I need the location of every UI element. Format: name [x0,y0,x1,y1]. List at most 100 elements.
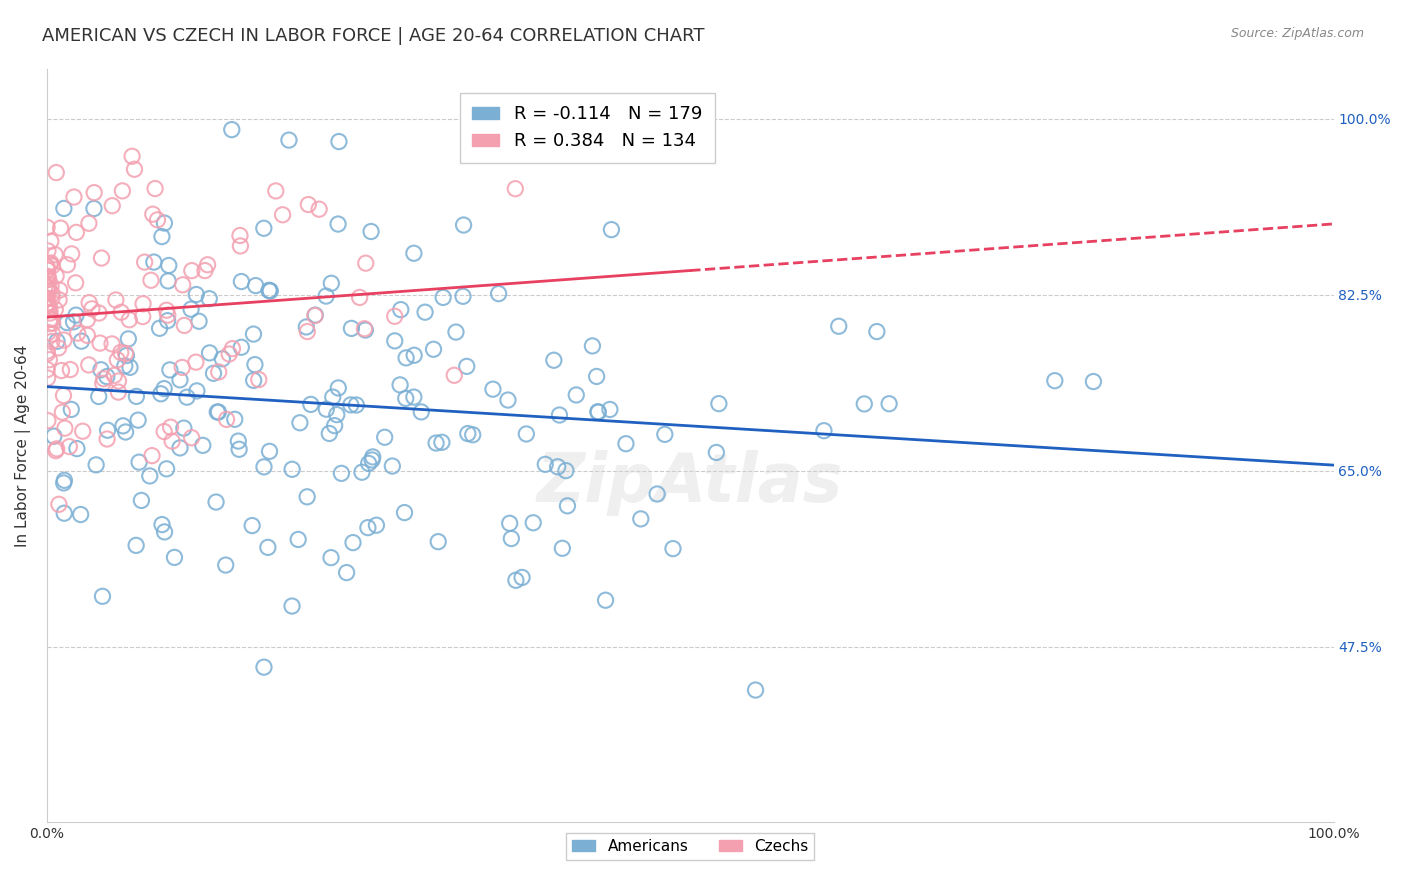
Point [326,408,349,422]
Point [115,349,138,363]
Text: ZipAtlas: ZipAtlas [537,450,844,516]
Point [114,346,136,360]
Point [53,506,76,520]
Point [614,436,637,450]
Point [121,149,143,163]
Point [38,285,60,299]
Point [191,438,214,452]
Point [186,384,208,398]
Point [157,274,180,288]
Point [287,533,309,547]
Point [247,373,270,387]
Point [297,197,319,211]
Point [389,302,412,317]
Point [215,558,238,572]
Point [457,426,479,441]
Point [207,405,229,419]
Point [169,373,191,387]
Point [188,314,211,328]
Point [456,359,478,374]
Point [288,416,311,430]
Point [326,217,349,231]
Point [111,418,134,433]
Point [160,434,183,449]
Point [76,312,98,326]
Point [184,355,207,369]
Point [148,321,170,335]
Point [257,284,280,298]
Point [264,184,287,198]
Point [77,358,100,372]
Point [496,392,519,407]
Point [52,388,75,402]
Point [97,423,120,437]
Point [37,263,59,277]
Point [321,277,343,291]
Point [443,368,465,383]
Point [202,367,225,381]
Point [357,456,380,470]
Point [62,315,84,329]
Point [229,239,252,253]
Point [361,453,384,467]
Point [39,306,62,320]
Point [38,301,60,316]
Point [242,373,264,387]
Point [114,359,136,373]
Point [38,302,60,317]
Point [354,256,377,270]
Point [336,566,359,580]
Point [322,390,344,404]
Point [44,302,66,317]
Point [242,327,264,342]
Point [427,534,450,549]
Point [141,449,163,463]
Point [169,441,191,455]
Point [41,292,63,306]
Point [304,308,326,322]
Point [58,440,80,454]
Point [70,334,93,348]
Point [35,296,58,310]
Point [384,334,406,348]
Point [87,390,110,404]
Point [41,259,63,273]
Point [218,347,240,361]
Point [42,316,65,330]
Point [131,493,153,508]
Point [37,270,59,285]
Point [89,336,111,351]
Point [139,469,162,483]
Point [39,312,62,326]
Point [39,256,62,270]
Point [330,467,353,481]
Point [38,272,60,286]
Point [77,295,100,310]
Point [353,322,375,336]
Point [253,660,276,674]
Point [142,207,165,221]
Point [595,593,617,607]
Point [402,246,425,260]
Point [1043,374,1066,388]
Point [117,332,139,346]
Point [422,343,444,357]
Point [37,344,59,359]
Point [600,222,623,236]
Point [125,389,148,403]
Point [41,334,63,349]
Text: Source: ZipAtlas.com: Source: ZipAtlas.com [1230,27,1364,40]
Point [35,269,58,284]
Point [240,518,263,533]
Point [281,462,304,476]
Point [707,397,730,411]
Point [37,244,59,258]
Point [323,418,346,433]
Point [35,299,58,313]
Point [551,541,574,556]
Point [384,310,406,324]
Point [65,276,87,290]
Point [297,325,319,339]
Point [45,442,67,456]
Point [107,374,129,388]
